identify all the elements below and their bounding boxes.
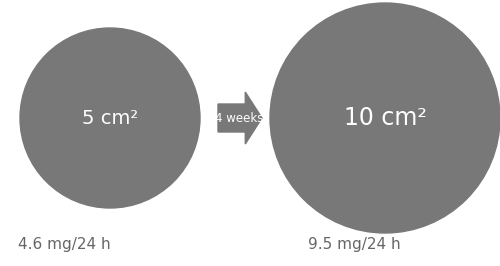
- Polygon shape: [218, 92, 262, 144]
- Text: 4.6 mg/24 h: 4.6 mg/24 h: [18, 238, 110, 252]
- Circle shape: [270, 3, 500, 233]
- Text: 5 cm²: 5 cm²: [82, 109, 138, 127]
- Circle shape: [20, 28, 200, 208]
- Text: 10 cm²: 10 cm²: [344, 106, 426, 130]
- Text: 9.5 mg/24 h: 9.5 mg/24 h: [308, 238, 400, 252]
- Text: 4 weeks: 4 weeks: [215, 111, 263, 124]
